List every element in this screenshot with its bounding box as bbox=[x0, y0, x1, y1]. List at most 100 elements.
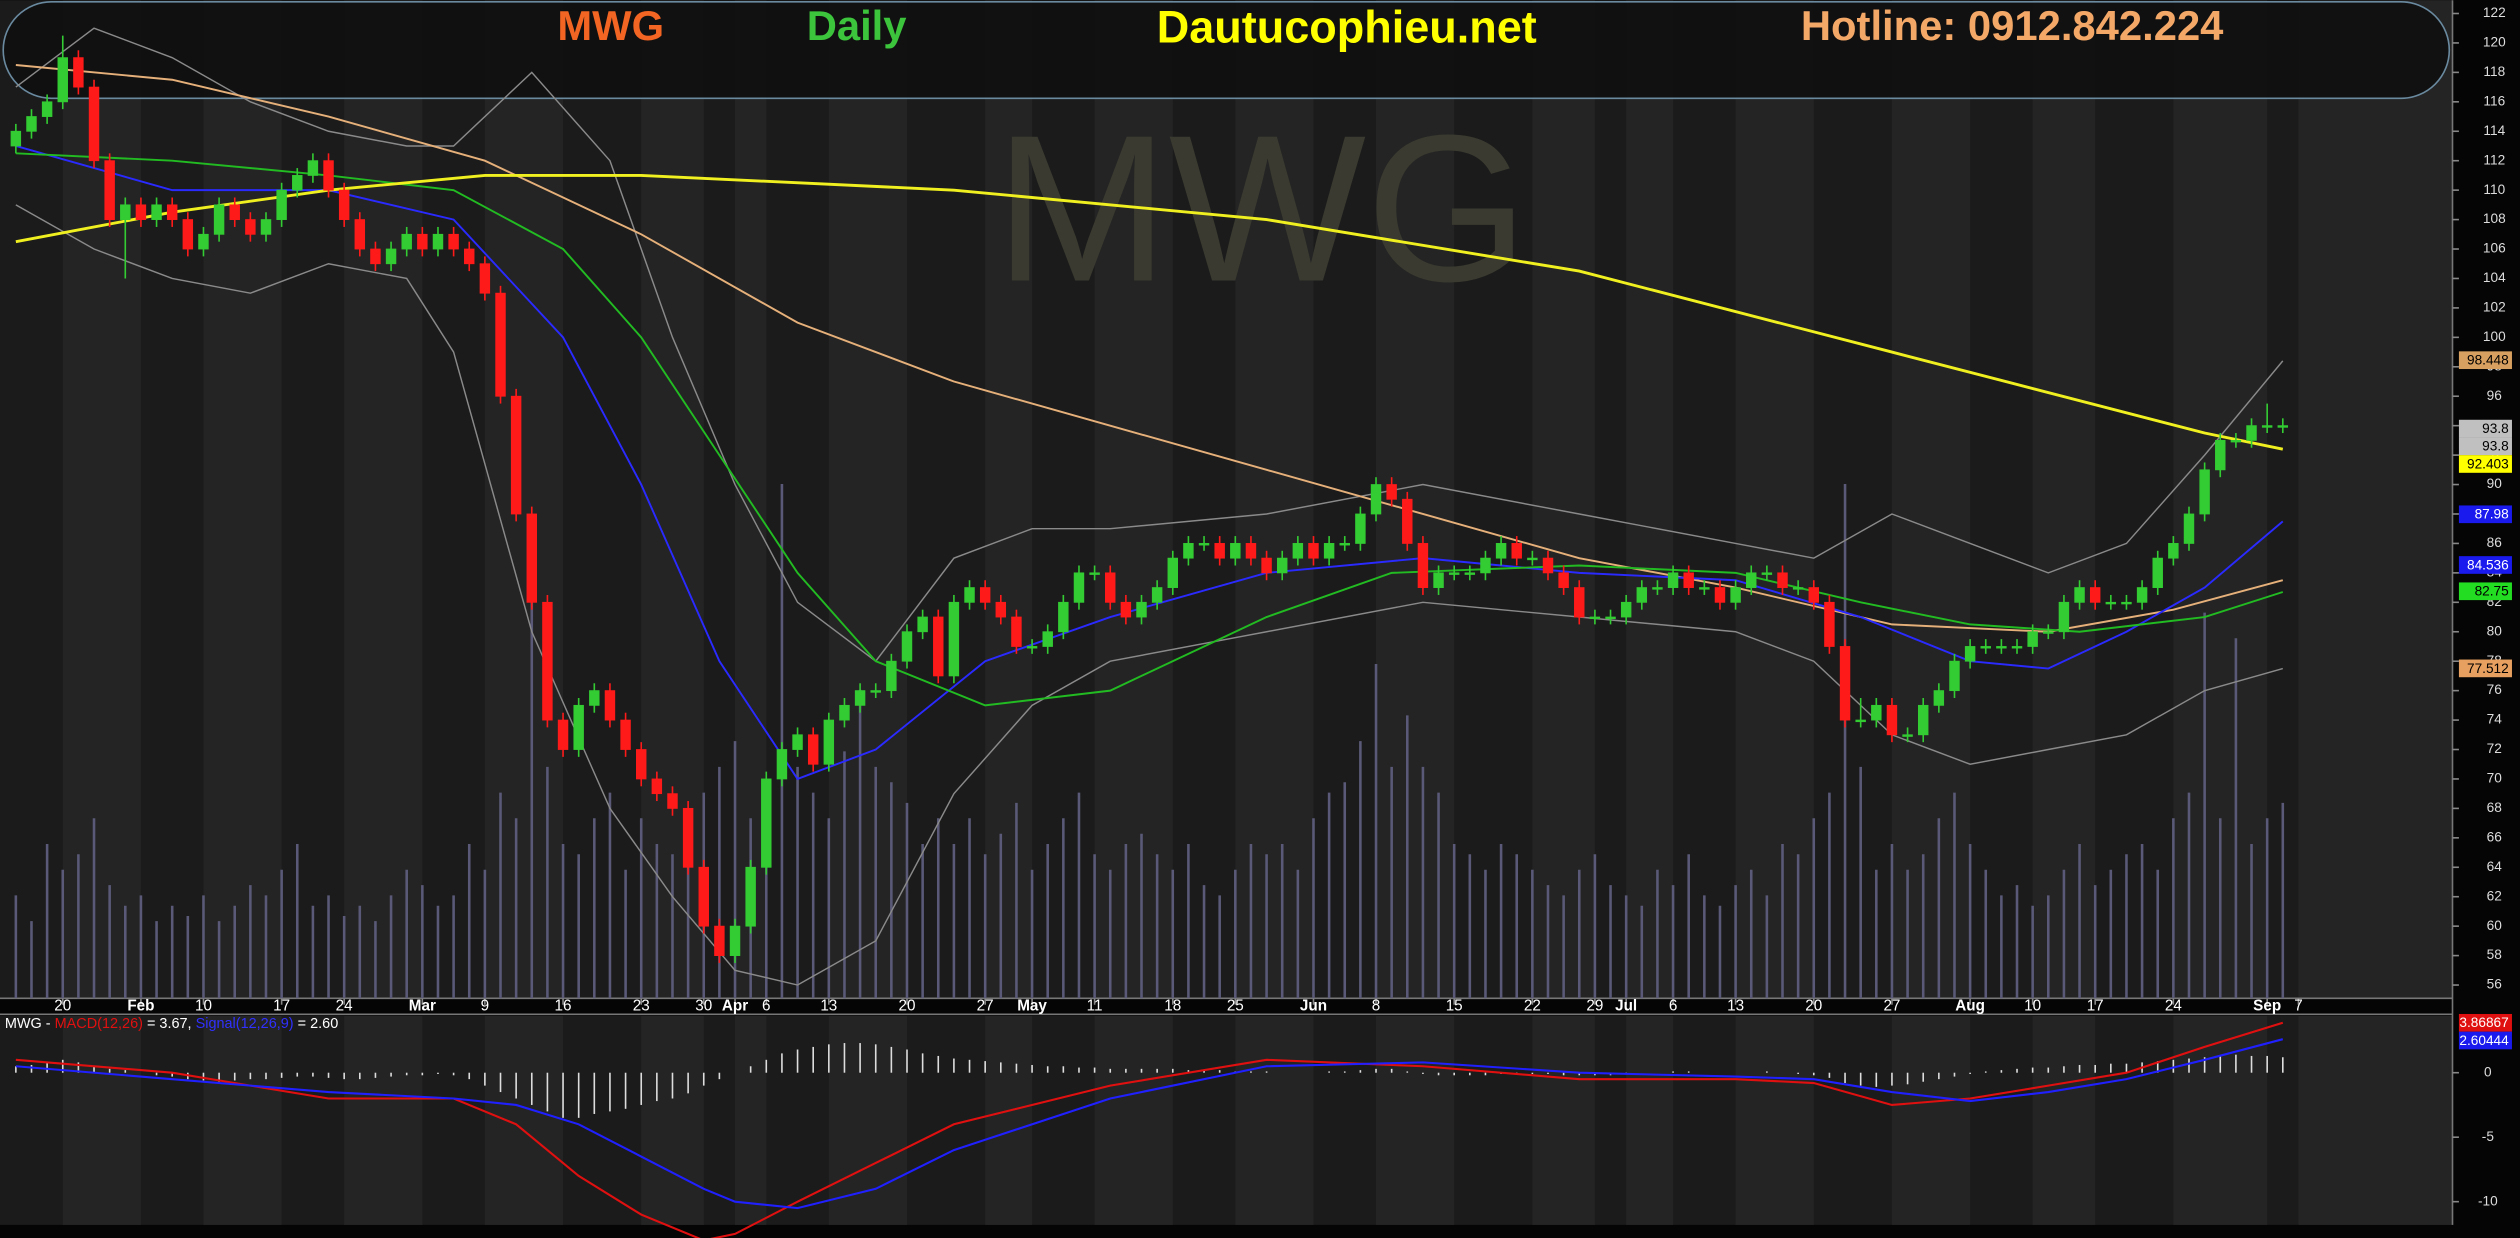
candle-body bbox=[1761, 572, 1773, 575]
candle-body bbox=[1667, 572, 1679, 588]
x-tick-label: Jun bbox=[1300, 997, 1327, 1014]
y-tick-label: 104 bbox=[2483, 270, 2506, 285]
candle-body bbox=[1323, 543, 1335, 559]
x-tick-label: 20 bbox=[1805, 997, 1822, 1014]
candle-body bbox=[1980, 646, 1991, 649]
column-band bbox=[1094, 0, 1173, 999]
candle-body bbox=[1495, 543, 1507, 559]
candle-body bbox=[1151, 587, 1163, 603]
candle-body bbox=[135, 204, 147, 220]
x-tick-label: 23 bbox=[633, 997, 650, 1014]
candle-body bbox=[2105, 601, 2117, 605]
candle-body bbox=[229, 204, 240, 220]
price-tag bbox=[2458, 351, 2512, 370]
y-tick-label: 114 bbox=[2483, 123, 2505, 138]
candle-body bbox=[1699, 587, 1710, 590]
x-tick-label: 15 bbox=[1446, 997, 1463, 1014]
candle-body bbox=[1120, 601, 1132, 618]
x-tick-label: May bbox=[1017, 997, 1047, 1014]
column-band bbox=[1235, 1015, 1314, 1225]
column-band bbox=[203, 0, 282, 999]
site: Dautucophieu.net bbox=[1157, 2, 1537, 53]
price-tag bbox=[2458, 1031, 2512, 1050]
candle-body bbox=[151, 204, 162, 220]
price-tag-label: 93.8 bbox=[2482, 439, 2509, 454]
candle-body bbox=[1339, 543, 1350, 546]
candle-body bbox=[1433, 572, 1444, 588]
x-tick-label: 18 bbox=[1164, 997, 1181, 1014]
candle-body bbox=[682, 807, 694, 868]
column-band bbox=[1376, 1015, 1455, 1225]
candle-body bbox=[1386, 484, 1397, 500]
y-tick-label: 106 bbox=[2483, 241, 2506, 256]
candle-body bbox=[1839, 646, 1851, 721]
candle-body bbox=[2215, 439, 2226, 471]
column-band bbox=[641, 1015, 704, 1225]
x-tick-label: 30 bbox=[695, 997, 712, 1014]
candle-body bbox=[26, 116, 37, 132]
column-band bbox=[1891, 0, 1971, 999]
candle-body bbox=[1230, 543, 1241, 559]
y-tick-label: 116 bbox=[2483, 93, 2505, 108]
candle-body bbox=[370, 248, 381, 265]
candle-body bbox=[2183, 513, 2195, 544]
price-tag bbox=[2458, 505, 2512, 524]
candle-body bbox=[448, 233, 459, 250]
candle-body bbox=[854, 690, 866, 706]
candle-body bbox=[823, 719, 835, 765]
candle-body bbox=[198, 233, 209, 250]
legend-part: = 2.60 bbox=[294, 1016, 339, 1032]
moving-average bbox=[15, 152, 2284, 707]
candle-body bbox=[1073, 572, 1085, 603]
candle-body bbox=[2058, 601, 2070, 633]
candle-body bbox=[901, 631, 913, 662]
moving-average bbox=[15, 64, 2284, 633]
candle-body bbox=[417, 233, 428, 250]
column-band bbox=[1532, 0, 1595, 999]
x-tick-label: Feb bbox=[127, 997, 154, 1014]
candle-body bbox=[385, 248, 397, 265]
candle-body bbox=[2168, 543, 2179, 559]
x-tick-label: 9 bbox=[481, 997, 489, 1014]
price-tag-label: 2.60444 bbox=[2459, 1033, 2509, 1048]
candle-body bbox=[495, 292, 506, 397]
candle-body bbox=[557, 719, 569, 750]
candle-body bbox=[1714, 587, 1726, 603]
candle-body bbox=[948, 601, 960, 677]
candle-body bbox=[1949, 660, 1960, 692]
column-band bbox=[828, 1015, 907, 1225]
candle-body bbox=[1792, 587, 1804, 590]
column-band bbox=[1532, 1015, 1595, 1225]
band-lower bbox=[15, 204, 2283, 986]
candle-body bbox=[354, 219, 366, 250]
y-tick-label: 102 bbox=[2483, 300, 2506, 315]
candle-body bbox=[2152, 557, 2163, 588]
price-tag-label: 82.75 bbox=[2475, 584, 2510, 599]
candle-body bbox=[526, 513, 538, 603]
x-tick-label: 7 bbox=[2294, 997, 2302, 1014]
column-band bbox=[985, 0, 1033, 999]
legend-part: Signal(12,26,9) bbox=[196, 1016, 294, 1032]
macd-legend: MWG - MACD(12,26) = 3.67, Signal(12,26,9… bbox=[5, 1016, 338, 1032]
column-band bbox=[1735, 0, 1814, 999]
candle-body bbox=[1964, 646, 1976, 662]
candle-body bbox=[886, 660, 897, 692]
price-tag bbox=[2458, 455, 2512, 473]
moving-average bbox=[15, 145, 2284, 781]
price-tag bbox=[2458, 419, 2512, 438]
candle-body bbox=[1808, 587, 1819, 603]
candle-body bbox=[432, 233, 444, 250]
candle-body bbox=[88, 86, 100, 162]
price-tag-label: 87.98 bbox=[2475, 507, 2509, 522]
column-band bbox=[1735, 1015, 1814, 1225]
candle-body bbox=[510, 395, 522, 515]
hotline: Hotline: 0912.842.224 bbox=[1801, 2, 2224, 49]
candle-body bbox=[573, 704, 584, 750]
candle-body bbox=[57, 57, 68, 103]
candle-body bbox=[1886, 704, 1898, 736]
candle-body bbox=[1308, 543, 1319, 559]
candle-body bbox=[651, 778, 663, 795]
candle-body bbox=[1370, 484, 1382, 515]
candle-body bbox=[995, 601, 1007, 618]
